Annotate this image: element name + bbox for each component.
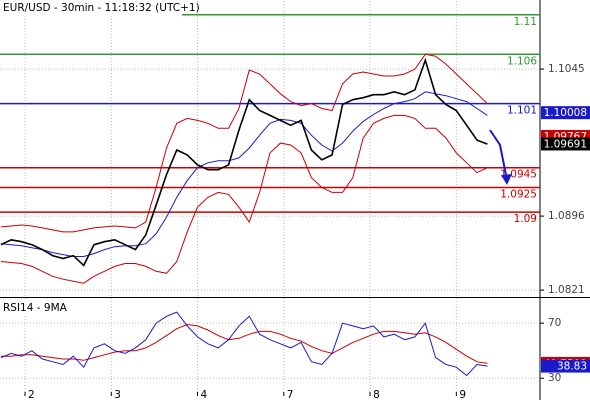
series-line [0,91,488,257]
x-tick-label: 8 [373,389,380,400]
title-bg [0,300,72,315]
arrow-head [501,174,512,185]
x-tick-label: 3 [114,389,121,400]
y-tick-label: 30 [548,372,561,384]
projection-arrow [489,129,508,181]
price-tag-label: 1.09691 [544,138,587,150]
level-label: 1.101 [507,105,537,117]
series-line [0,323,488,364]
series-line [0,53,488,233]
x-tick-label: 2 [28,389,35,400]
price-tag [541,106,590,120]
y-tick-label: 70 [548,317,561,329]
level-label: 1.106 [507,55,537,67]
level-label: 1.0925 [500,188,537,200]
title-bg [0,0,182,16]
series-line [0,311,488,377]
series-line [0,57,488,267]
level-label: 1.11 [514,16,537,28]
y-tick-label: 1.1045 [548,63,585,75]
price-tag [541,359,590,373]
y-tick-label: 1.0896 [548,210,585,222]
price-tag [541,137,590,151]
y-tick-label: 1.0821 [548,284,585,296]
price-tag-label: 38.83 [557,361,587,373]
rsi-title: RSI14 - 9MA [3,302,68,314]
level-label: 1.09 [514,213,537,225]
chart-title: EUR/USD - 30min - 11:18:32 (UTC+1) [3,2,200,14]
x-tick-label: 9 [459,389,466,400]
price-tag-label: 1.10008 [544,107,587,119]
x-tick-label: 7 [287,389,294,400]
series-line [0,114,488,284]
x-tick-label: 4 [201,389,208,400]
